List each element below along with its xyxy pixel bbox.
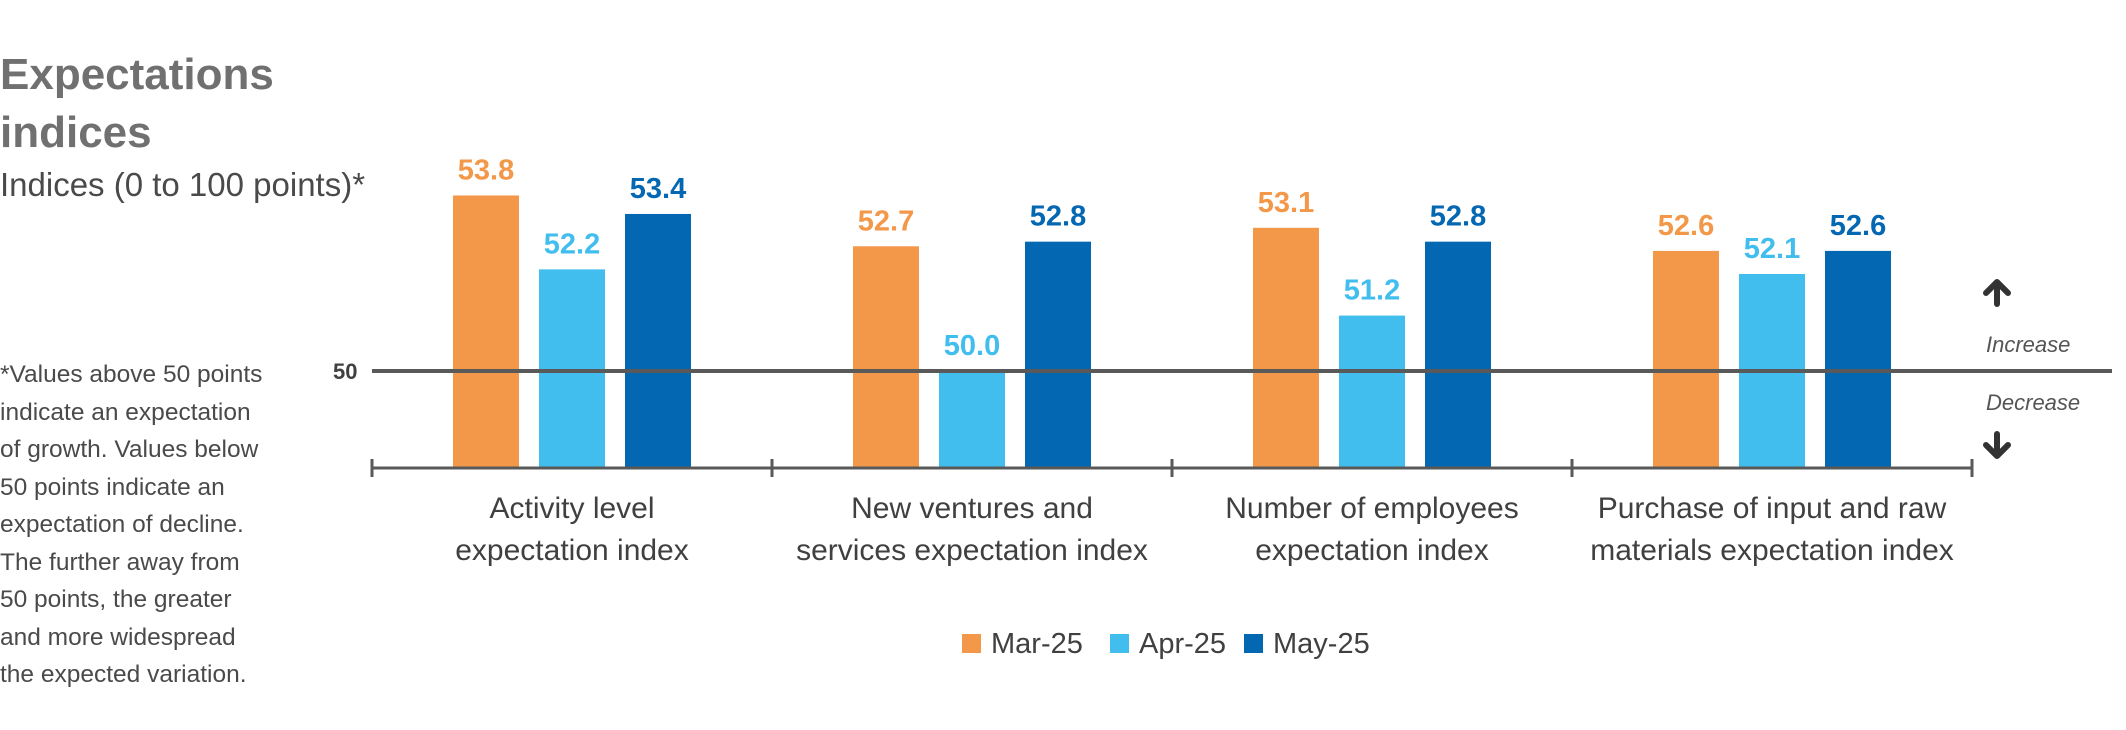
data-label-apr-25-0: 52.2	[544, 228, 600, 260]
chart-title: Expectations indices	[0, 50, 274, 157]
data-label-may-25-1: 52.8	[1030, 201, 1086, 233]
category-label-1: New ventures and services expectation ind…	[796, 492, 1148, 567]
bar-may-25-3	[1825, 250, 1891, 468]
bar-apr-25-1	[939, 371, 1005, 468]
bar-may-25-2	[1425, 241, 1491, 468]
bar-may-25-1	[1025, 241, 1091, 468]
bar-mar-25-0	[453, 195, 519, 468]
decrease-label: Decrease	[1986, 390, 2080, 415]
category-label-2: Number of employees expectation index	[1225, 492, 1518, 567]
legend-label-mar-25: Mar-25	[991, 628, 1083, 660]
bar-apr-25-2	[1339, 315, 1405, 468]
bar-mar-25-3	[1653, 250, 1719, 468]
data-label-mar-25-2: 53.1	[1258, 187, 1314, 219]
chart-footnote: *Values above 50 points indicate an expe…	[0, 361, 263, 688]
category-label-3: Purchase of input and raw materials expec…	[1590, 492, 1954, 567]
legend-swatch-may-25	[1244, 634, 1263, 653]
chart-subtitle: Indices (0 to 100 points)*	[0, 166, 366, 203]
bar-may-25-0	[625, 213, 691, 468]
data-label-may-25-2: 52.8	[1430, 201, 1486, 233]
arrow-down-icon	[1983, 431, 2011, 459]
category-labels: Activity level expectation index New ventu…	[455, 492, 1954, 567]
x-axis	[370, 459, 1974, 477]
data-label-mar-25-3: 52.6	[1658, 210, 1714, 242]
legend-swatch-mar-25	[962, 634, 981, 653]
legend-label-apr-25: Apr-25	[1139, 628, 1226, 660]
category-label-0: Activity level expectation index	[455, 492, 689, 567]
reference-line-label: 50	[333, 359, 357, 384]
direction-indicators: Increase Decrease	[1983, 279, 2080, 459]
bar-mar-25-1	[853, 246, 919, 468]
legend: Mar-25 Apr-25 May-25	[962, 628, 1370, 660]
legend-label-may-25: May-25	[1273, 628, 1370, 660]
legend-swatch-apr-25	[1110, 634, 1129, 653]
data-label-may-25-0: 53.4	[630, 173, 686, 205]
data-label-mar-25-0: 53.8	[458, 154, 514, 186]
data-label-mar-25-1: 52.7	[858, 205, 914, 237]
data-label-apr-25-3: 52.1	[1744, 233, 1800, 265]
increase-label: Increase	[1986, 332, 2070, 357]
data-label-apr-25-2: 51.2	[1344, 275, 1400, 307]
data-labels: 53.8 52.2 53.4 52.7 50.0 52.8 53.1 51.2 52.8 52.6…	[458, 154, 1886, 362]
arrow-up-icon	[1983, 279, 2011, 307]
bar-apr-25-0	[539, 269, 605, 468]
data-label-apr-25-1: 50.0	[944, 330, 1000, 362]
bar-mar-25-2	[1253, 227, 1319, 468]
data-label-may-25-3: 52.6	[1830, 210, 1886, 242]
bars-layer	[453, 195, 1891, 468]
